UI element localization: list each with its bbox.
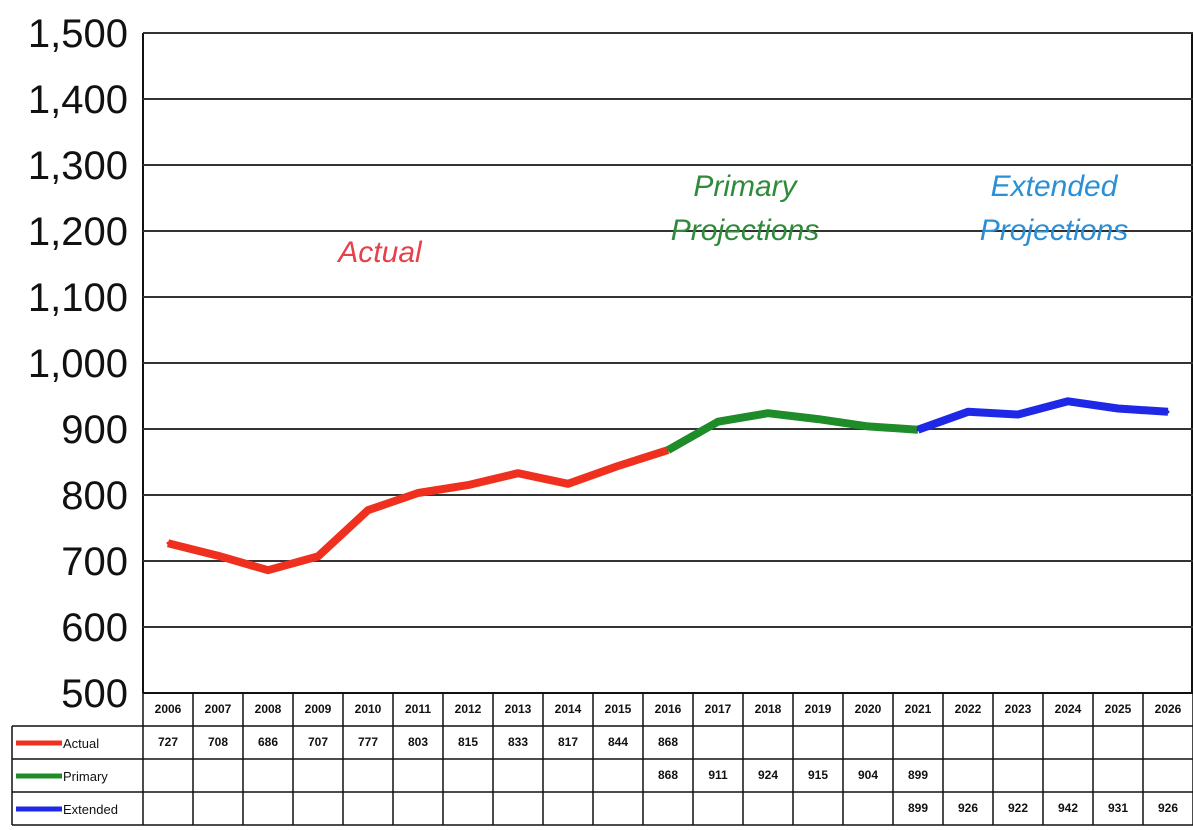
data-point	[416, 491, 420, 495]
data-point	[316, 554, 320, 558]
x-tick-label: 2014	[555, 702, 582, 716]
annotations: Actual Primary Projections Extended Projecti…	[336, 170, 1128, 269]
data-point	[916, 428, 920, 432]
data-point	[766, 411, 770, 415]
data-value-label: 926	[1158, 801, 1178, 815]
data-point	[966, 410, 970, 414]
data-value-label: 833	[508, 735, 528, 749]
data-value-label: 777	[358, 735, 378, 749]
annotation-label: Projections	[671, 214, 819, 247]
data-value-label: 868	[658, 768, 678, 782]
y-tick-label: 1,000	[28, 342, 128, 386]
x-tick-label: 2019	[805, 702, 832, 716]
x-tick-label: 2024	[1055, 702, 1082, 716]
data-value-label: 931	[1108, 801, 1128, 815]
y-tick-label: 600	[61, 606, 128, 650]
x-tick-label: 2026	[1155, 702, 1182, 716]
x-tick-label: 2022	[955, 702, 982, 716]
data-point	[566, 482, 570, 486]
grid-lines	[142, 32, 1193, 694]
series-line-actual	[167, 446, 670, 575]
series-line-extended	[916, 397, 1169, 434]
data-point	[816, 417, 820, 421]
y-tick-label: 1,400	[28, 78, 128, 122]
x-tick-label: 2021	[905, 702, 932, 716]
annotation-label: Extended	[991, 170, 1119, 203]
data-value-label: 817	[558, 735, 578, 749]
annotation-label: Primary	[693, 170, 798, 203]
data-point	[1066, 399, 1070, 403]
data-point	[1166, 410, 1170, 414]
y-tick-label: 900	[61, 408, 128, 452]
data-value-label: 803	[408, 735, 428, 749]
y-axis-labels: 500 600 700 800 900 1,000 1,100 1,200 1,300 1,400…	[28, 12, 128, 716]
data-point	[216, 554, 220, 558]
x-tick-label: 2008	[255, 702, 282, 716]
data-value-label: 707	[308, 735, 328, 749]
series-lines	[166, 397, 1170, 575]
x-tick-label: 2023	[1005, 702, 1032, 716]
data-point	[716, 420, 720, 424]
y-tick-label: 500	[61, 672, 128, 716]
data-point	[616, 464, 620, 468]
data-value-label: 868	[658, 735, 678, 749]
x-tick-label: 2015	[605, 702, 632, 716]
y-tick-label: 1,100	[28, 276, 128, 320]
legend-label: Primary	[63, 769, 108, 784]
legend-label: Extended	[63, 802, 118, 817]
legend-label: Actual	[63, 736, 99, 751]
data-value-label: 926	[958, 801, 978, 815]
data-value-label: 815	[458, 735, 478, 749]
data-value-label: 844	[608, 735, 628, 749]
data-table: 2006 2007 2008 2009 2010 2011 2012 2013 2014 2015…	[11, 692, 1193, 826]
x-tick-label: 2017	[705, 702, 732, 716]
x-tick-label: 2006	[155, 702, 182, 716]
y-tick-label: 700	[61, 540, 128, 584]
x-tick-label: 2016	[655, 702, 682, 716]
y-tick-label: 1,500	[28, 12, 128, 56]
data-value-label: 727	[158, 735, 178, 749]
x-tick-label: 2009	[305, 702, 332, 716]
x-tick-label: 2025	[1105, 702, 1132, 716]
data-value-label: 924	[758, 768, 778, 782]
data-point	[866, 424, 870, 428]
data-value-label: 899	[908, 801, 928, 815]
data-point	[366, 508, 370, 512]
data-point	[666, 448, 670, 452]
data-value-label: 708	[208, 735, 228, 749]
x-tick-label: 2020	[855, 702, 882, 716]
data-value-label: 899	[908, 768, 928, 782]
data-point	[166, 541, 170, 545]
data-value-label: 942	[1058, 801, 1078, 815]
data-value-label: 915	[808, 768, 828, 782]
x-tick-label: 2010	[355, 702, 382, 716]
data-point	[466, 483, 470, 487]
y-tick-label: 1,200	[28, 210, 128, 254]
data-value-label: 686	[258, 735, 278, 749]
x-tick-label: 2018	[755, 702, 782, 716]
series-line-primary	[666, 409, 919, 454]
data-point	[1016, 412, 1020, 416]
data-point	[1116, 407, 1120, 411]
data-value-label: 922	[1008, 801, 1028, 815]
annotation-label: Actual	[336, 236, 423, 269]
x-tick-label: 2012	[455, 702, 482, 716]
data-point	[266, 568, 270, 572]
x-tick-label: 2011	[405, 702, 431, 716]
data-point	[516, 471, 520, 475]
x-tick-label: 2013	[505, 702, 532, 716]
y-tick-label: 1,300	[28, 144, 128, 188]
y-tick-label: 800	[61, 474, 128, 518]
data-value-label: 911	[708, 768, 728, 782]
data-value-label: 904	[858, 768, 878, 782]
x-tick-label: 2007	[205, 702, 232, 716]
annotation-label: Projections	[980, 214, 1128, 247]
